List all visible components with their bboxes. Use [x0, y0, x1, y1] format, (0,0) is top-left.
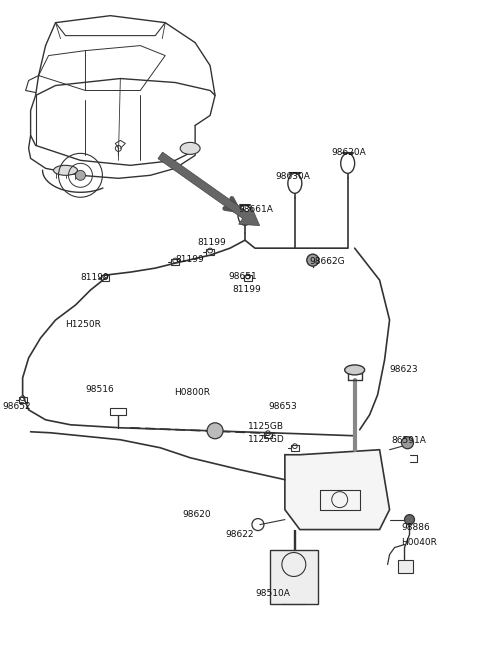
Text: 81199: 81199	[175, 255, 204, 264]
Text: 98653: 98653	[268, 402, 297, 411]
Bar	[264, 432, 272, 438]
Text: 98623: 98623	[390, 365, 418, 374]
Bar	[101, 275, 109, 281]
Ellipse shape	[54, 165, 77, 176]
Text: 1125GB: 1125GB	[248, 422, 284, 431]
Text: 98620A: 98620A	[332, 149, 367, 157]
Circle shape	[402, 437, 413, 449]
Bar	[171, 259, 179, 265]
Polygon shape	[285, 450, 390, 530]
Text: H1250R: H1250R	[65, 320, 101, 329]
Bar	[244, 275, 252, 281]
Text: 98662G: 98662G	[310, 257, 346, 266]
Circle shape	[307, 254, 319, 266]
Text: 98661A: 98661A	[238, 205, 273, 214]
Circle shape	[75, 170, 85, 180]
Bar	[291, 445, 299, 451]
Bar	[270, 550, 318, 605]
Text: 81199: 81199	[232, 285, 261, 294]
Text: 81199: 81199	[197, 238, 226, 247]
Ellipse shape	[341, 153, 355, 174]
Ellipse shape	[180, 142, 200, 155]
Text: H0040R: H0040R	[402, 538, 437, 546]
Text: 86591A: 86591A	[392, 436, 426, 445]
Text: 98652: 98652	[3, 402, 31, 411]
Bar	[397, 559, 413, 574]
Text: 98651: 98651	[228, 272, 257, 281]
Text: 98886: 98886	[402, 523, 430, 532]
Ellipse shape	[345, 365, 365, 375]
Text: 98516: 98516	[85, 385, 114, 394]
Text: H0800R: H0800R	[174, 388, 210, 397]
Circle shape	[207, 422, 223, 439]
Ellipse shape	[288, 174, 302, 193]
Bar	[206, 249, 214, 255]
Text: 98510A: 98510A	[255, 590, 290, 599]
Text: 81199: 81199	[81, 273, 109, 282]
FancyArrow shape	[158, 152, 260, 225]
Text: 98622: 98622	[225, 530, 253, 538]
Ellipse shape	[238, 205, 252, 225]
Bar	[19, 397, 26, 403]
Text: 98630A: 98630A	[275, 172, 310, 181]
Text: 98620: 98620	[182, 510, 211, 519]
Text: 1125GD: 1125GD	[248, 435, 285, 444]
Circle shape	[405, 515, 415, 525]
